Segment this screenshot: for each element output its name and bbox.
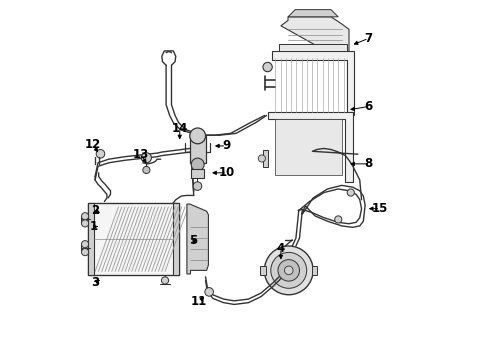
Bar: [173, 203, 179, 275]
Text: 10: 10: [219, 166, 235, 179]
Bar: [312, 266, 318, 275]
Bar: [88, 203, 179, 275]
Circle shape: [81, 213, 89, 220]
Circle shape: [285, 266, 293, 275]
Text: 7: 7: [365, 32, 373, 45]
Text: 11: 11: [191, 296, 207, 309]
Polygon shape: [269, 112, 353, 182]
Circle shape: [335, 216, 342, 223]
Bar: [191, 169, 204, 178]
Text: 8: 8: [365, 157, 373, 170]
Text: 13: 13: [133, 148, 149, 161]
Circle shape: [96, 149, 105, 158]
Circle shape: [258, 155, 266, 162]
Polygon shape: [288, 10, 338, 17]
Polygon shape: [187, 204, 208, 274]
Circle shape: [81, 248, 89, 256]
Text: 2: 2: [92, 204, 99, 217]
Text: 3: 3: [92, 276, 99, 289]
Circle shape: [143, 166, 150, 174]
Circle shape: [347, 189, 354, 196]
Bar: [275, 119, 342, 175]
Text: 4: 4: [277, 242, 285, 255]
Text: 9: 9: [222, 139, 230, 152]
Text: 12: 12: [84, 138, 101, 150]
Circle shape: [263, 62, 272, 72]
Polygon shape: [281, 17, 349, 60]
Bar: [260, 266, 266, 275]
Text: 5: 5: [189, 234, 197, 247]
Circle shape: [205, 288, 214, 296]
Text: 14: 14: [172, 122, 188, 135]
Circle shape: [265, 246, 313, 295]
Polygon shape: [272, 51, 354, 116]
Text: 15: 15: [372, 202, 389, 215]
Circle shape: [191, 158, 204, 171]
Circle shape: [81, 240, 89, 248]
Circle shape: [271, 252, 307, 288]
Circle shape: [278, 260, 299, 281]
Circle shape: [141, 153, 151, 163]
Circle shape: [190, 128, 205, 144]
Bar: [88, 203, 95, 275]
Circle shape: [193, 182, 202, 190]
Circle shape: [81, 220, 89, 227]
Circle shape: [161, 277, 169, 284]
Polygon shape: [279, 44, 347, 51]
Polygon shape: [263, 149, 269, 167]
Text: 1: 1: [90, 220, 98, 233]
Bar: [190, 136, 205, 163]
Text: 6: 6: [365, 100, 373, 113]
